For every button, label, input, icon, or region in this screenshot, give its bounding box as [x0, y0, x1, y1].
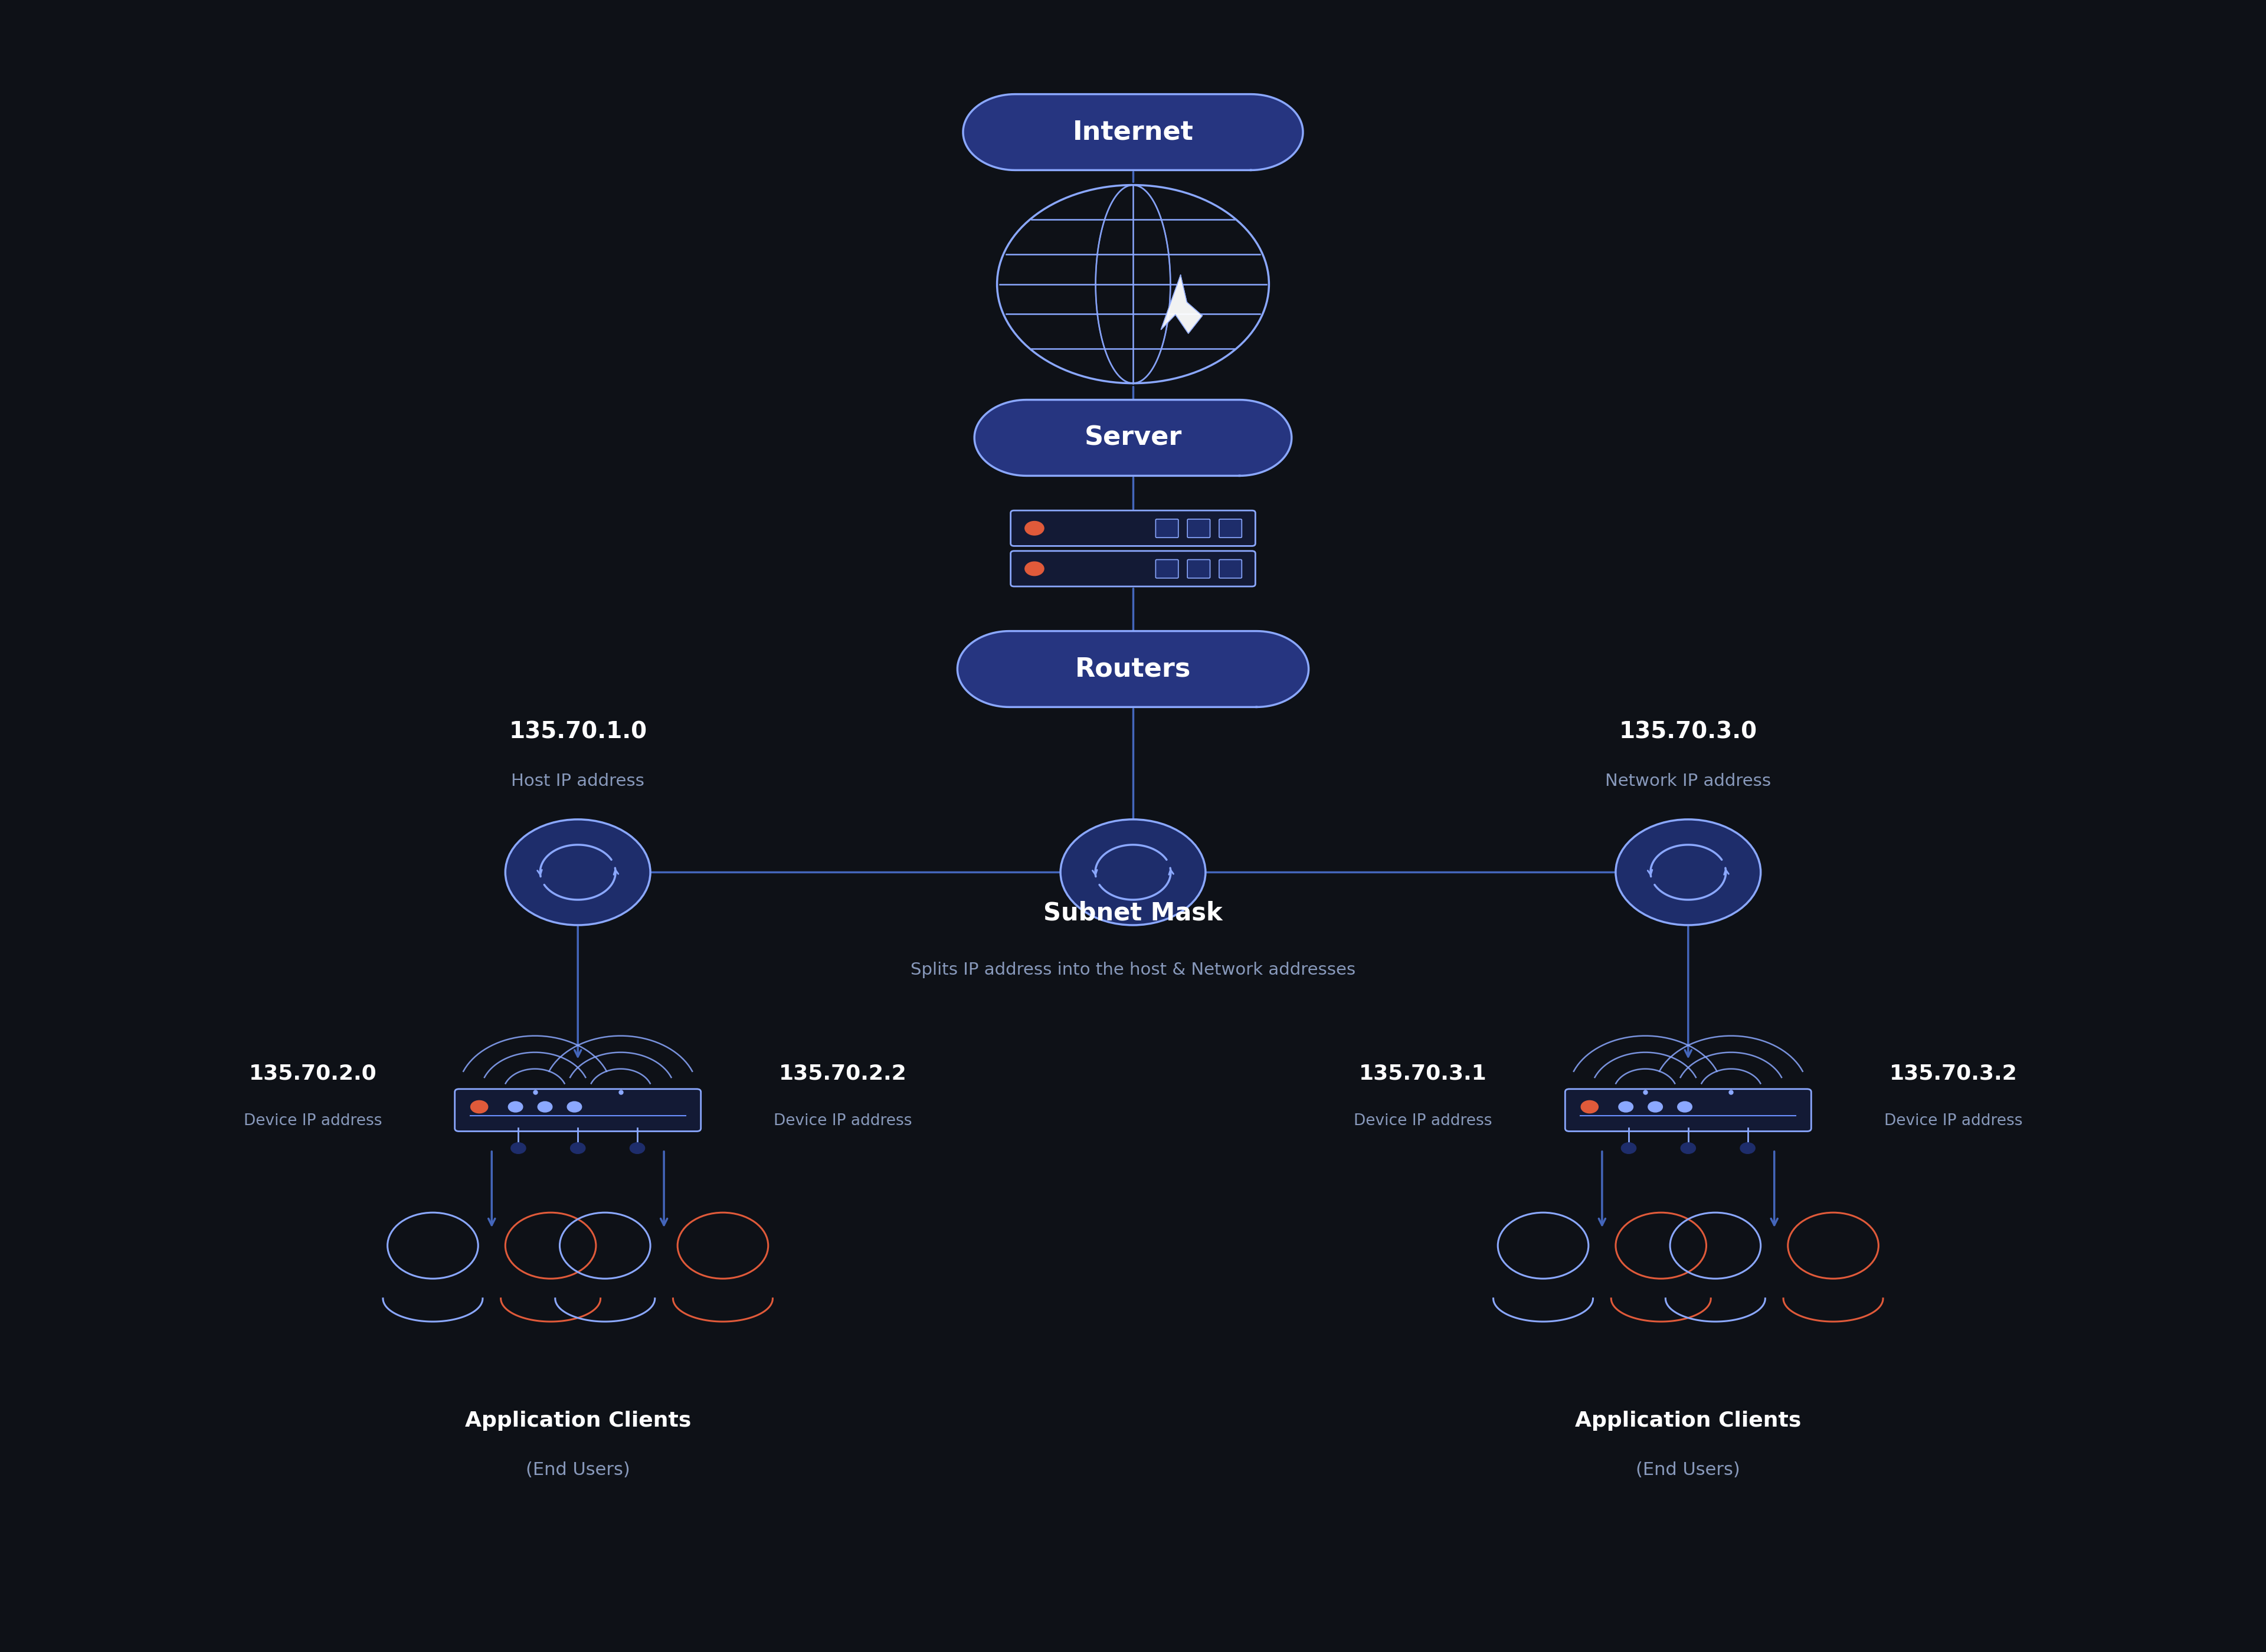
- FancyBboxPatch shape: [1566, 1089, 1811, 1132]
- Text: Routers: Routers: [1074, 656, 1192, 682]
- Circle shape: [1060, 819, 1206, 925]
- Circle shape: [1681, 1143, 1695, 1153]
- Text: 135.70.3.0: 135.70.3.0: [1620, 720, 1756, 743]
- Text: Subnet Mask: Subnet Mask: [1042, 900, 1224, 925]
- Circle shape: [630, 1143, 644, 1153]
- FancyBboxPatch shape: [455, 1089, 700, 1132]
- Text: 135.70.2.2: 135.70.2.2: [780, 1064, 906, 1084]
- Circle shape: [1740, 1143, 1754, 1153]
- Text: (End Users): (End Users): [1636, 1462, 1740, 1479]
- Polygon shape: [1160, 274, 1203, 334]
- Text: Device IP address: Device IP address: [242, 1113, 383, 1128]
- Circle shape: [505, 819, 650, 925]
- Circle shape: [1677, 1102, 1693, 1112]
- Text: Device IP address: Device IP address: [773, 1113, 913, 1128]
- FancyBboxPatch shape: [1219, 560, 1242, 578]
- FancyBboxPatch shape: [1187, 560, 1210, 578]
- Polygon shape: [959, 631, 1307, 707]
- Circle shape: [512, 1143, 526, 1153]
- Circle shape: [1622, 1143, 1636, 1153]
- FancyBboxPatch shape: [1156, 519, 1178, 537]
- Circle shape: [1616, 819, 1761, 925]
- Circle shape: [1618, 1102, 1634, 1112]
- Text: 135.70.2.0: 135.70.2.0: [249, 1064, 376, 1084]
- Circle shape: [566, 1102, 582, 1112]
- FancyBboxPatch shape: [1011, 510, 1255, 545]
- Polygon shape: [974, 400, 1292, 476]
- Circle shape: [508, 1102, 523, 1112]
- Circle shape: [471, 1100, 487, 1113]
- Polygon shape: [963, 94, 1303, 170]
- FancyBboxPatch shape: [1219, 519, 1242, 537]
- Text: Network IP address: Network IP address: [1604, 773, 1772, 790]
- Circle shape: [537, 1102, 553, 1112]
- Text: Device IP address: Device IP address: [1353, 1113, 1493, 1128]
- Text: Splits IP address into the host & Network addresses: Splits IP address into the host & Networ…: [911, 961, 1355, 978]
- Text: 135.70.3.1: 135.70.3.1: [1360, 1064, 1486, 1084]
- Text: Application Clients: Application Clients: [465, 1411, 691, 1431]
- FancyBboxPatch shape: [1011, 552, 1255, 586]
- Text: 135.70.1.0: 135.70.1.0: [510, 720, 646, 743]
- Text: Device IP address: Device IP address: [1883, 1113, 2024, 1128]
- Text: Host IP address: Host IP address: [512, 773, 644, 790]
- FancyBboxPatch shape: [1156, 560, 1178, 578]
- Circle shape: [1024, 562, 1045, 575]
- Text: (End Users): (End Users): [526, 1462, 630, 1479]
- Circle shape: [1647, 1102, 1663, 1112]
- Circle shape: [571, 1143, 585, 1153]
- Text: Application Clients: Application Clients: [1575, 1411, 1801, 1431]
- FancyBboxPatch shape: [1187, 519, 1210, 537]
- Text: Internet: Internet: [1072, 119, 1194, 145]
- Text: 135.70.3.2: 135.70.3.2: [1890, 1064, 2017, 1084]
- Circle shape: [1024, 522, 1045, 535]
- Circle shape: [1582, 1100, 1598, 1113]
- Text: Server: Server: [1083, 425, 1183, 451]
